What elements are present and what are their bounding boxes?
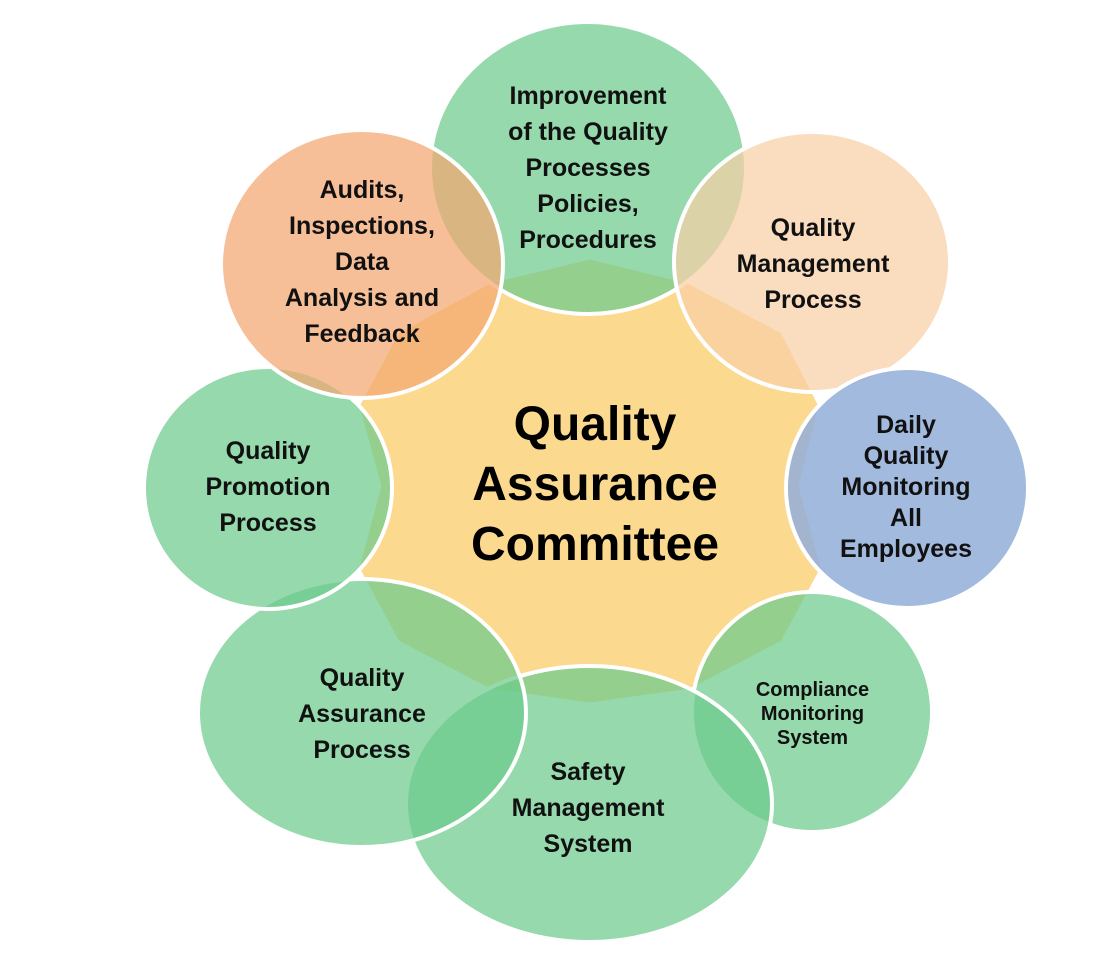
- circle-quality-assurance: [196, 577, 528, 849]
- circle-audits: [219, 128, 505, 400]
- circle-quality-promotion: [142, 365, 394, 611]
- circle-daily-monitoring: [784, 366, 1030, 610]
- satellite-circles: [142, 20, 1030, 944]
- circle-quality-management: [672, 130, 952, 394]
